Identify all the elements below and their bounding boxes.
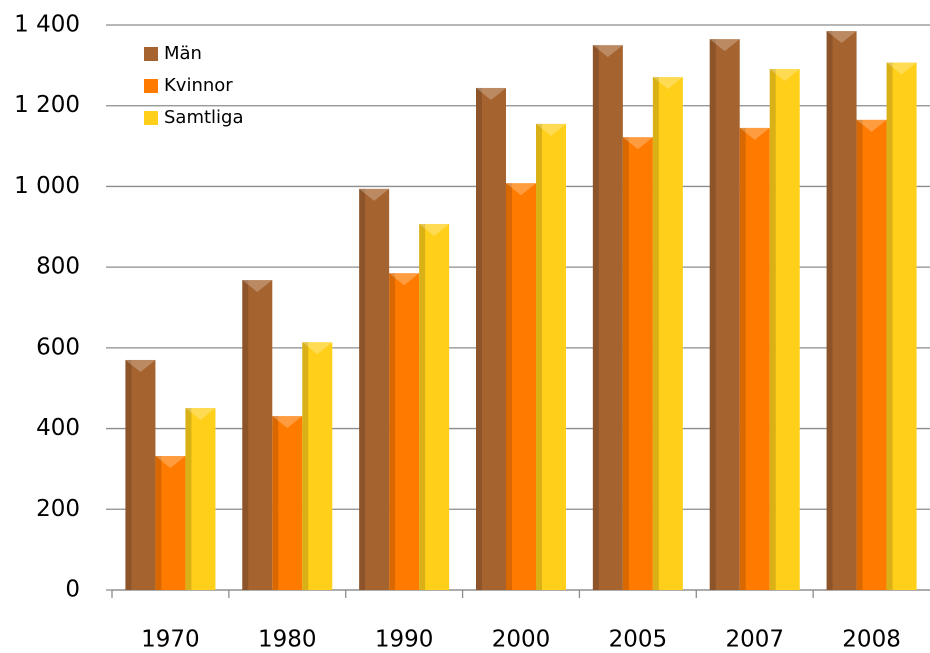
bar-bevel xyxy=(886,62,917,75)
x-tick-label: 2008 xyxy=(842,627,901,653)
bar xyxy=(622,137,653,590)
bar xyxy=(769,68,800,591)
bar-bevel xyxy=(242,280,273,293)
y-tick-label: 1 200 xyxy=(14,92,80,118)
bar-shade xyxy=(652,77,659,590)
bar-shade xyxy=(359,188,366,590)
bar xyxy=(652,77,683,590)
bar-shade xyxy=(886,62,893,590)
bar xyxy=(389,273,420,590)
bar-shade xyxy=(856,119,863,590)
legend-swatch xyxy=(144,79,158,93)
bar xyxy=(242,280,273,590)
bar xyxy=(506,183,536,590)
bar-shade xyxy=(242,280,249,590)
y-tick-label: 1 000 xyxy=(14,173,80,199)
legend-swatch xyxy=(144,47,158,61)
bar-shade xyxy=(536,123,542,590)
bar xyxy=(359,188,390,590)
bar-shade xyxy=(739,127,746,591)
bar-shade xyxy=(622,137,629,590)
x-tick-label: 1980 xyxy=(258,627,317,653)
bar xyxy=(886,62,917,590)
bar-bevel xyxy=(856,119,887,132)
bar-bevel xyxy=(826,31,857,44)
bar-shade xyxy=(826,31,833,590)
bar-bevel xyxy=(536,123,566,136)
x-tick-label: 2000 xyxy=(492,627,551,653)
bar xyxy=(125,359,156,590)
bar-shade xyxy=(709,39,716,590)
bar-bevel xyxy=(709,39,740,52)
bar xyxy=(536,123,566,590)
bar-bevel xyxy=(622,137,653,150)
bar-shade xyxy=(272,416,279,590)
bar-bevel xyxy=(769,68,800,81)
y-tick-label: 200 xyxy=(36,496,80,522)
bar xyxy=(476,87,506,590)
bar-shade xyxy=(302,342,309,590)
legend-label: Män xyxy=(164,43,202,64)
y-tick-label: 0 xyxy=(65,577,80,603)
bar xyxy=(826,31,857,590)
bar-shade xyxy=(419,223,426,591)
x-tick-label: 1970 xyxy=(141,627,200,653)
bar xyxy=(709,39,740,590)
bar-bevel xyxy=(302,342,333,355)
bar-shade xyxy=(125,359,132,590)
legend-label: Kvinnor xyxy=(164,75,233,96)
bar xyxy=(302,342,333,590)
bar xyxy=(592,45,623,590)
y-tick-label: 1 400 xyxy=(14,12,80,38)
bar-bevel xyxy=(592,45,623,58)
bar-shade xyxy=(389,273,396,590)
bar-bevel xyxy=(359,188,390,201)
y-tick-label: 600 xyxy=(36,334,80,360)
bar-bevel xyxy=(739,127,770,140)
x-tick-label: 2005 xyxy=(609,627,668,653)
bar-bevel xyxy=(125,359,156,372)
bar xyxy=(155,456,186,590)
bar-shade xyxy=(506,183,512,590)
bar xyxy=(419,223,450,591)
bar-bevel xyxy=(272,416,303,429)
bar xyxy=(272,416,303,590)
legend-swatch xyxy=(144,111,158,125)
bar-shade xyxy=(155,456,162,590)
y-tick-label: 800 xyxy=(36,254,80,280)
bar-bevel xyxy=(389,273,420,286)
legend-label: Samtliga xyxy=(164,107,244,128)
bar xyxy=(185,407,216,590)
y-tick-label: 400 xyxy=(36,415,80,441)
bar xyxy=(739,127,770,591)
bar-bevel xyxy=(419,223,450,236)
bar xyxy=(856,119,887,590)
bar-bevel xyxy=(652,77,683,90)
x-tick-label: 2007 xyxy=(725,627,784,653)
x-tick-label: 1990 xyxy=(375,627,434,653)
bar-shade xyxy=(592,45,599,590)
bar-bevel xyxy=(185,407,216,420)
bar-bevel xyxy=(506,183,536,196)
bar-bevel xyxy=(476,87,506,100)
bar-shade xyxy=(769,68,776,591)
bar-bevel xyxy=(155,456,186,469)
bar-shade xyxy=(185,407,192,590)
bar-shade xyxy=(476,87,482,590)
